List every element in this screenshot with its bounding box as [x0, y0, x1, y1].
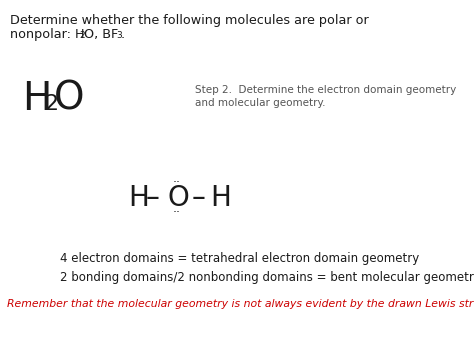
Text: 2: 2	[79, 32, 85, 40]
Text: 2 bonding domains/2 nonbonding domains = bent molecular geometry: 2 bonding domains/2 nonbonding domains =…	[60, 271, 474, 284]
Text: –: –	[146, 184, 160, 212]
Text: O, BF: O, BF	[84, 28, 118, 41]
Text: 4 electron domains = tetrahedral electron domain geometry: 4 electron domains = tetrahedral electro…	[60, 252, 419, 265]
Text: ··: ··	[173, 207, 181, 219]
Text: Remember that the molecular geometry is not always evident by the drawn Lewis st: Remember that the molecular geometry is …	[7, 299, 474, 309]
Text: Step 2.  Determine the electron domain geometry: Step 2. Determine the electron domain ge…	[195, 85, 456, 95]
Text: O: O	[54, 80, 84, 118]
Text: and molecular geometry.: and molecular geometry.	[195, 98, 326, 108]
Text: H: H	[128, 184, 149, 212]
Text: Determine whether the following molecules are polar or: Determine whether the following molecule…	[10, 14, 369, 27]
Text: ··: ··	[173, 176, 181, 190]
Text: nonpolar: H: nonpolar: H	[10, 28, 85, 41]
Text: H: H	[210, 184, 231, 212]
Text: 3: 3	[116, 32, 122, 40]
Text: .: .	[121, 28, 125, 41]
Text: –: –	[192, 184, 206, 212]
Text: 2: 2	[44, 94, 58, 114]
Text: O: O	[168, 184, 190, 212]
Text: H: H	[22, 80, 51, 118]
